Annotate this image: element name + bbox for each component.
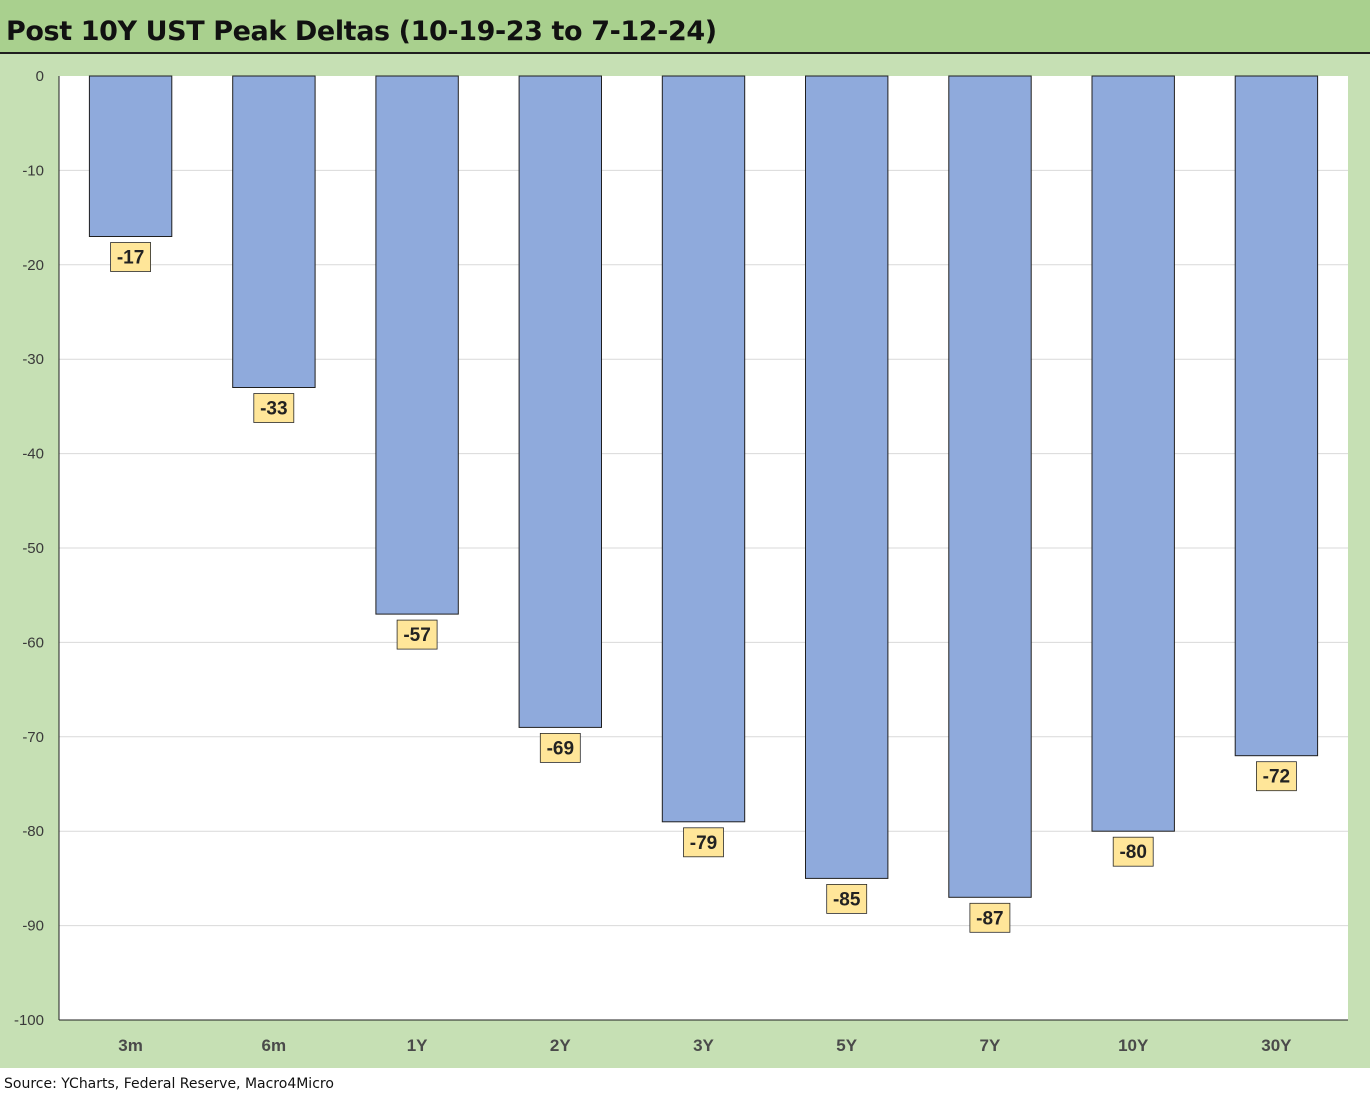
data-label: -69 [547,738,574,759]
bar-7Y [948,75,1032,898]
y-tick-label: -30 [22,351,44,368]
x-tick-label: 3m [118,1036,143,1055]
y-tick-label: -50 [22,540,44,557]
data-label-box [396,619,438,650]
data-label: -87 [976,908,1003,929]
bar-6m [232,75,316,388]
data-label: -33 [260,399,287,420]
y-tick-label: -70 [22,729,44,746]
y-tick-label: -10 [22,162,44,179]
bar-2Y [518,75,602,728]
bar-30Y [1234,75,1319,757]
chart-title: Post 10Y UST Peak Deltas (10-19-23 to 7-… [6,16,717,47]
data-label-box [1112,836,1154,867]
data-label-box [826,884,868,914]
source-area: Source: YCharts, Federal Reserve, Macro4… [0,1068,1370,1102]
x-tick-label: 2Y [550,1036,571,1055]
x-tick-label: 3Y [693,1036,714,1055]
y-tick-label: -90 [22,918,44,935]
bar-chart: 0 -10 -20 -30 -40 -50 -60 -70 -80 -90 -100 -17 3m -33… [14,68,1348,1055]
y-tick-label: -40 [22,446,44,463]
data-label-box [253,393,295,423]
data-label-box [683,827,724,858]
title-bar: Post 10Y UST Peak Deltas (10-19-23 to 7-… [0,0,1370,54]
data-label-box [539,733,581,763]
data-label: -85 [833,889,861,910]
x-tick-label: 7Y [980,1036,1001,1055]
chart-area: 0 -10 -20 -30 -40 -50 -60 -70 -80 -90 -100 -17 3m -33… [0,54,1370,1068]
x-tick-label: 10Y [1118,1036,1149,1055]
y-tick-label: -100 [14,1012,44,1029]
bar-3m [88,75,173,237]
data-label: -17 [117,248,144,269]
bar-5Y [805,75,889,879]
data-label-box [110,242,151,272]
x-tick-label: 1Y [407,1036,428,1055]
source-note: Source: YCharts, Federal Reserve, Macro4… [4,1076,334,1092]
data-label: -72 [1263,767,1290,788]
y-tick-label: -60 [22,634,44,651]
data-label: -57 [403,625,430,646]
bar-3Y [661,75,746,823]
data-label-box [1256,761,1297,792]
x-tick-label: 5Y [836,1036,857,1055]
bar-1Y [375,75,459,615]
y-tick-label: 0 [36,68,44,85]
data-label: -80 [1119,842,1146,863]
data-label: -79 [690,833,717,854]
y-tick-label: -80 [22,823,44,840]
bar-10Y [1091,75,1175,832]
data-label-box [969,902,1011,933]
x-tick-label: 30Y [1261,1036,1292,1055]
x-tick-label: 6m [262,1036,287,1055]
y-tick-label: -20 [22,257,44,274]
